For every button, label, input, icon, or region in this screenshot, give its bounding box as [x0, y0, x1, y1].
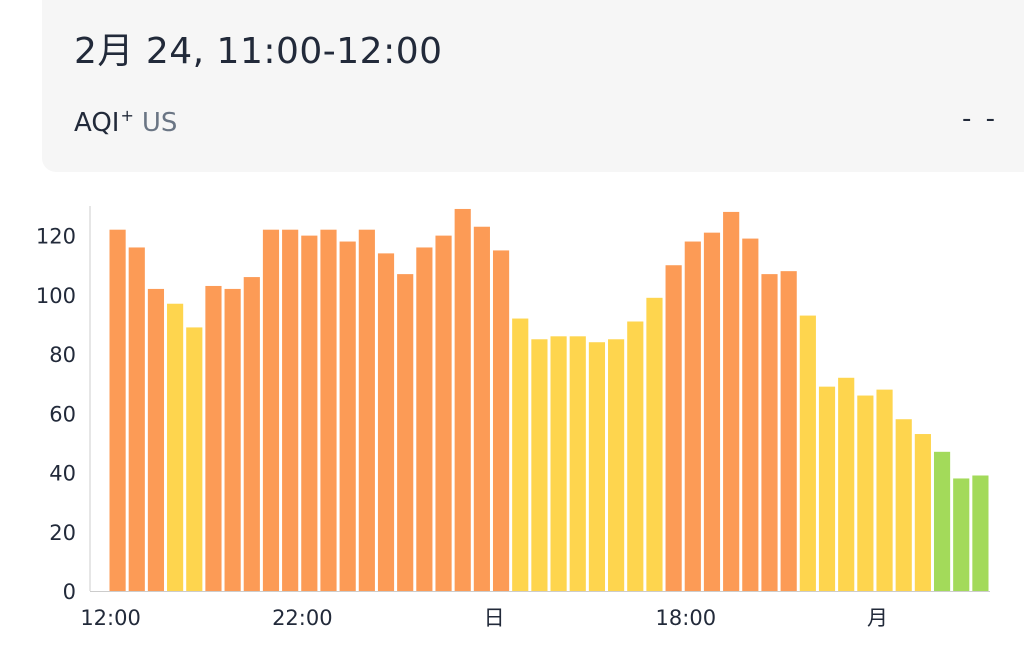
- bar[interactable]: [761, 274, 778, 591]
- bar[interactable]: [205, 285, 222, 591]
- bar[interactable]: [339, 241, 356, 591]
- bar[interactable]: [128, 247, 145, 591]
- tooltip-metric-row: AQI+ US: [74, 106, 177, 138]
- bar[interactable]: [397, 274, 414, 591]
- metric-label: AQI: [74, 108, 120, 138]
- bar[interactable]: [818, 386, 836, 591]
- bar[interactable]: [531, 339, 548, 591]
- bars[interactable]: [109, 208, 989, 592]
- bar[interactable]: [857, 395, 874, 591]
- x-tick-label: 12:00: [80, 606, 141, 630]
- bar[interactable]: [742, 238, 759, 591]
- metric-plus: +: [120, 106, 134, 125]
- bar[interactable]: [377, 253, 395, 591]
- bar[interactable]: [186, 327, 203, 591]
- bar[interactable]: [435, 235, 452, 591]
- y-tick-label: 60: [49, 402, 76, 426]
- bar[interactable]: [933, 451, 951, 591]
- y-tick-label: 120: [36, 225, 76, 249]
- bar[interactable]: [224, 288, 241, 591]
- x-axis-labels: 12:00 22:00 日 18:00 月: [80, 606, 888, 630]
- x-tick-label: 日: [484, 606, 505, 630]
- y-tick-label: 80: [49, 343, 76, 367]
- bar[interactable]: [512, 318, 529, 591]
- bar[interactable]: [665, 265, 682, 591]
- bar[interactable]: [684, 241, 701, 591]
- bar[interactable]: [569, 336, 586, 591]
- y-tick-label: 0: [63, 580, 76, 604]
- bar[interactable]: [167, 303, 184, 591]
- bar[interactable]: [109, 229, 126, 591]
- bar[interactable]: [243, 277, 260, 591]
- x-tick-label: 18:00: [656, 606, 717, 630]
- bar[interactable]: [473, 226, 490, 592]
- bar[interactable]: [914, 434, 931, 591]
- bar[interactable]: [262, 229, 280, 591]
- bar[interactable]: [895, 419, 912, 591]
- bar[interactable]: [780, 271, 797, 591]
- bar[interactable]: [723, 211, 740, 592]
- bar[interactable]: [282, 229, 299, 591]
- bar[interactable]: [608, 339, 625, 591]
- bar[interactable]: [492, 250, 510, 592]
- aqi-bar-chart[interactable]: 0 20 40 60 80 100 120 12:00 22:00 日 18:00 月: [0, 190, 1024, 660]
- x-tick-label: 22:00: [272, 606, 333, 630]
- bar[interactable]: [972, 475, 989, 592]
- bar[interactable]: [627, 321, 644, 592]
- bar[interactable]: [953, 478, 970, 591]
- bar[interactable]: [320, 229, 337, 591]
- metric-unit: US: [141, 108, 178, 138]
- bar[interactable]: [646, 297, 663, 591]
- bar[interactable]: [416, 247, 433, 591]
- bar[interactable]: [838, 377, 855, 591]
- bar[interactable]: [550, 336, 567, 591]
- bar[interactable]: [301, 235, 318, 591]
- y-tick-label: 20: [49, 521, 76, 545]
- bar[interactable]: [358, 229, 375, 591]
- x-tick-label: 月: [867, 606, 888, 630]
- y-axis: 0 20 40 60 80 100 120: [36, 206, 990, 604]
- bar[interactable]: [876, 389, 893, 591]
- y-tick-label: 40: [49, 462, 76, 486]
- bar[interactable]: [147, 288, 165, 591]
- tooltip-card: 2月 24, 11:00-12:00 AQI+ US - -: [42, 0, 1024, 172]
- tooltip-time: 2月 24, 11:00-12:00: [74, 31, 443, 72]
- bar[interactable]: [454, 208, 471, 591]
- bar[interactable]: [799, 315, 816, 591]
- bar[interactable]: [588, 342, 606, 591]
- bar[interactable]: [703, 232, 721, 591]
- y-tick-label: 100: [36, 284, 76, 308]
- tooltip-value: - -: [961, 104, 998, 134]
